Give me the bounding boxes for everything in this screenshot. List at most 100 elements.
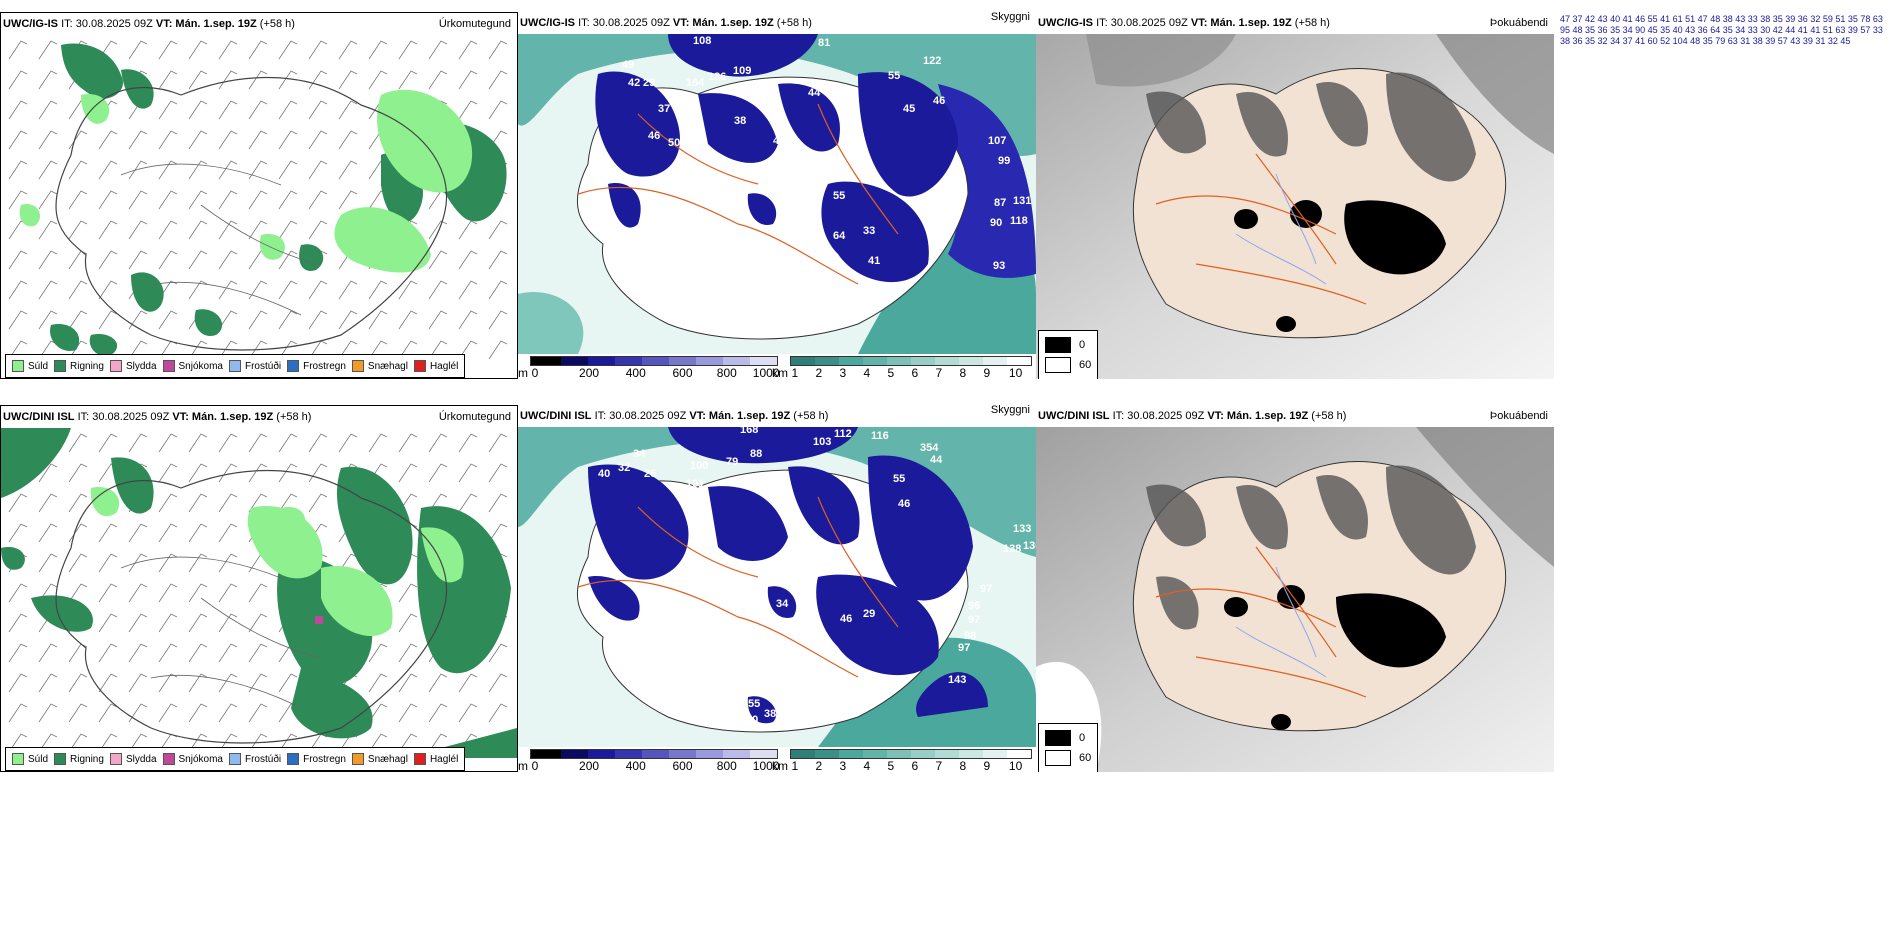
visibility-map: 108 81 49 42 29 164 136 109 55 122 37 44…: [518, 34, 1036, 354]
precip-legend: Súld Rigning Slydda Snjókoma Frostúði Fr…: [5, 747, 466, 771]
visibility-value: 108: [693, 35, 711, 47]
visibility-value: 107: [988, 135, 1006, 147]
legend-item: Rigning: [54, 360, 104, 372]
visibility-value: 41: [868, 255, 880, 267]
visibility-value: 48: [1572, 25, 1586, 35]
visibility-value: 55: [888, 70, 900, 82]
visibility-value: 40: [1610, 14, 1623, 24]
visibility-value: 122: [923, 55, 941, 67]
visibility-value: 90: [990, 217, 1002, 229]
panel-type-label: Úrkomutegund: [438, 18, 511, 30]
visibility-value: 37: [1622, 36, 1636, 46]
visibility-value: 31: [1815, 36, 1828, 46]
visibility-value: 51: [1822, 25, 1836, 35]
visibility-value: 89: [688, 496, 700, 508]
visibility-value: 33: [1747, 25, 1761, 35]
precip-map: [1, 428, 517, 758]
visibility-value: 143: [948, 674, 966, 686]
visibility-value: 46: [933, 95, 945, 107]
visibility-value: 38: [764, 708, 776, 720]
visibility-value: 41: [1797, 25, 1811, 35]
legend-item: Súld: [12, 753, 48, 765]
visibility-value: 55: [893, 473, 905, 485]
visibility-value: 38: [1752, 36, 1766, 46]
visibility-value: 39: [1765, 36, 1778, 46]
visibility-m-colorbar: m 0 200 400 600 800 1000: [518, 749, 780, 772]
visibility-value: 96: [968, 600, 980, 612]
visibility-value: 42: [1772, 25, 1786, 35]
panel-header: UWC/IG-IS IT: 30.08.2025 09Z VT: Mán. 1.…: [520, 17, 812, 29]
visibility-value: 60: [1647, 36, 1661, 46]
visibility-value: 30: [1760, 25, 1773, 35]
visibility-value: 45: [903, 103, 915, 115]
visibility-value: 87: [994, 197, 1006, 209]
visibility-value: 29: [863, 608, 875, 620]
visibility-value: 131: [1013, 195, 1031, 207]
panel-header: UWC/DINI ISL IT: 30.08.2025 09Z VT: Mán.…: [1038, 410, 1347, 422]
visibility-value: 34: [633, 448, 646, 460]
visibility-value: 98: [964, 630, 976, 642]
visibility-value: 33: [863, 225, 875, 237]
visibility-value: 109: [733, 65, 751, 77]
visibility-value: 41: [773, 135, 785, 147]
visibility-value: 112: [834, 428, 852, 440]
visibility-value: 55: [1647, 14, 1661, 24]
visibility-value: 41: [1635, 36, 1648, 46]
precip-type-panel-bottom: UWC/DINI ISL IT: 30.08.2025 09Z VT: Mán.…: [0, 405, 518, 772]
visibility-value: 43: [1597, 14, 1611, 24]
visibility-value: 51: [1835, 14, 1848, 24]
visibility-value: 63: [1727, 36, 1741, 46]
visibility-value: 35: [1660, 25, 1673, 35]
visibility-value: 38: [734, 115, 746, 127]
visibility-value: 47: [1697, 14, 1711, 24]
visibility-value: 32: [1597, 36, 1611, 46]
visibility-value: 164: [686, 77, 705, 89]
visibility-value: 35: [1610, 25, 1623, 35]
fog-panel-top: UWC/IG-IS IT: 30.08.2025 09Z VT: Mán. 1.…: [1036, 12, 1554, 379]
visibility-value: 59: [1822, 14, 1836, 24]
panel-header: UWC/DINI ISL IT: 30.08.2025 09Z VT: Mán.…: [3, 411, 312, 423]
visibility-value: 34: [1622, 25, 1636, 35]
visibility-value: 48: [1710, 14, 1723, 24]
visibility-value: 40: [598, 468, 610, 480]
visibility-value: 35: [1722, 25, 1736, 35]
visibility-value: 41: [1622, 14, 1636, 24]
visibility-value: 138: [1003, 543, 1021, 555]
visibility-value: 97: [968, 614, 980, 626]
panel-header: UWC/IG-IS IT: 30.08.2025 09Z VT: Mán. 1.…: [3, 18, 295, 30]
visibility-value: 37: [658, 103, 670, 115]
visibility-value: 93: [993, 260, 1005, 272]
visibility-value: 35: [1585, 36, 1598, 46]
visibility-value: 118: [1010, 215, 1028, 227]
visibility-value: 88: [750, 448, 762, 460]
visibility-value: 116: [871, 430, 889, 442]
visibility-panel-bottom: UWC/DINI ISL IT: 30.08.2025 09Z VT: Mán.…: [518, 405, 1036, 772]
visibility-value: 40: [1672, 25, 1686, 35]
visibility-value: 63: [1872, 14, 1883, 24]
visibility-value: 44: [808, 87, 821, 99]
legend-item: Súld: [12, 360, 48, 372]
visibility-value: 38: [1760, 14, 1773, 24]
visibility-value: 39: [1785, 14, 1798, 24]
visibility-value: 130: [1023, 540, 1036, 552]
visibility-value: 26: [644, 468, 656, 480]
visibility-value: 97: [980, 583, 992, 595]
legend-item: Snæhagl: [351, 360, 408, 372]
visibility-km-colorbar: km 1 2 3 4 5 6 7 8 9 10: [772, 749, 1032, 772]
legend-item: Haglél: [413, 753, 458, 765]
visibility-value: 35: [1702, 36, 1716, 46]
visibility-value: 46: [648, 130, 660, 142]
fog-map: [1036, 34, 1554, 379]
visibility-value: 31: [1740, 36, 1753, 46]
panel-type-label: Skyggni: [990, 12, 1030, 23]
visibility-value: 35: [1847, 14, 1861, 24]
visibility-value: 354: [920, 442, 939, 454]
visibility-value: 51: [1685, 14, 1698, 24]
visibility-value: 90: [1635, 25, 1648, 35]
visibility-value: 36: [1797, 14, 1811, 24]
panel-type-label: Skyggni: [990, 405, 1030, 416]
panel-type-label: Úrkomutegund: [438, 411, 511, 423]
visibility-value: 38: [1722, 14, 1736, 24]
visibility-value: 32: [1810, 14, 1823, 24]
visibility-value-labels: 168 88 103 112 116 354 40 32 34 26 100 7…: [598, 427, 1036, 726]
